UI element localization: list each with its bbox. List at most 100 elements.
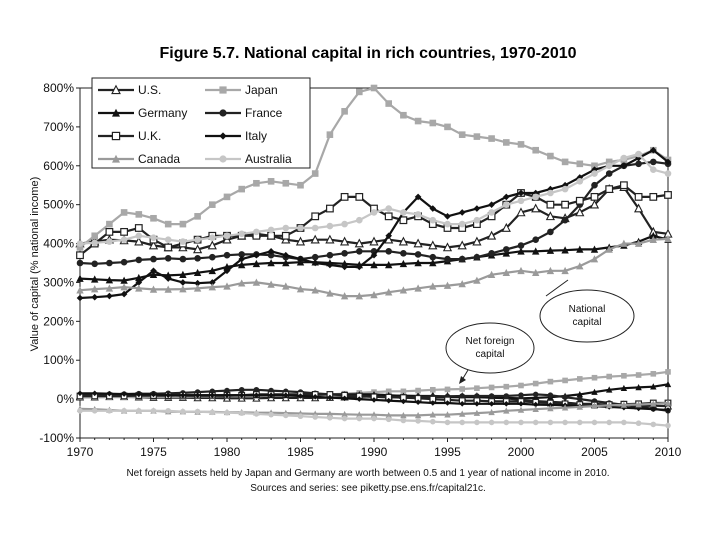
net-foreign-point-italy [415,399,421,406]
national-capital-point-u-s [398,236,409,246]
national-capital-point-australia [91,239,98,247]
national-capital-point-u-s [589,199,600,209]
net-foreign-point-canada [635,401,642,408]
national-capital-point-france [76,259,84,267]
net-foreign-point-italy [312,393,318,400]
national-capital-point-canada [517,266,525,275]
national-capital-point-germany [120,276,128,284]
net-foreign-point-italy [106,390,113,397]
national-capital-point-italy [76,294,84,302]
net-foreign-point-italy [547,402,554,408]
net-foreign-callout-arrowhead [459,376,466,384]
national-capital-point-u-k [664,191,672,199]
national-capital-point-u-k [399,216,408,225]
net-foreign-point-italy [430,400,436,406]
net-foreign-point-japan [591,374,598,381]
national-capital-point-australia [209,234,216,242]
national-capital-point-australia [370,209,378,216]
net-foreign-point-japan [503,383,510,390]
national-capital-point-italy [120,290,128,298]
national-capital-point-u-s [428,240,438,250]
annotations: National capital Net foreign capital [445,279,635,384]
national-capital-point-japan [179,220,187,228]
national-capital-point-u-k [355,192,364,201]
national-capital-point-u-s [369,236,379,246]
net-foreign-point-italy [238,392,245,399]
net-foreign-point-japan [577,376,583,382]
national-capital-point-australia [341,220,348,228]
net-foreign-point-australia [209,409,216,416]
net-foreign-point-australia [400,417,407,424]
national-capital-point-u-k [649,192,658,201]
national-capital-point-canada [634,239,643,247]
national-capital-point-france [488,249,495,257]
national-capital-point-japan [458,131,466,138]
net-foreign-point-australia [444,419,451,426]
national-capital-point-australia [650,166,657,173]
net-foreign-point-italy [283,392,289,399]
national-capital-point-japan [223,193,231,201]
national-capital-point-italy [473,205,481,212]
national-capital-point-canada [120,283,128,291]
national-capital-point-australia [150,234,157,242]
legend-box [91,77,311,169]
net-foreign-point-canada [429,411,436,418]
national-capital-point-japan [267,178,275,185]
net-foreign-point-japan [400,388,407,395]
net-foreign-point-france [532,391,539,398]
net-foreign-point-canada [414,412,422,419]
national-capital-callout-pointer [545,279,569,297]
national-capital-point-france [341,249,348,257]
national-capital-point-france [517,242,525,249]
national-capital-point-france [223,251,231,259]
national-capital-point-canada [193,284,202,292]
net-foreign-point-france [518,392,524,399]
national-capital-point-italy [209,279,216,286]
national-capital-point-u-s [531,203,541,213]
x-tick-label: 1975 [140,445,167,459]
legend-label-u-s: U.S. [138,83,161,97]
x-tick-label: 2005 [581,445,608,459]
national-capital-point-france [385,248,393,255]
net-foreign-point-canada [517,406,525,413]
national-capital-point-canada [649,235,657,243]
national-capital-point-germany [91,275,99,283]
net-foreign-point-italy [518,400,524,407]
net-foreign-point-italy [488,400,495,407]
net-foreign-point-canada [606,401,613,409]
net-foreign-point-australia [459,419,466,426]
national-capital-point-germany [282,259,290,267]
national-capital-point-france [194,255,201,262]
net-foreign-point-australia [650,421,657,428]
net-foreign-point-italy [150,391,157,398]
net-foreign-point-japan [430,386,436,393]
footnote-1: Net foreign assets held by Japan and Ger… [126,468,609,479]
national-capital-point-france [650,158,657,166]
national-capital-point-japan [547,152,554,160]
national-capital-point-italy [311,259,319,267]
national-capital-point-australia [238,230,245,238]
net-foreign-point-france [238,386,245,393]
national-capital-point-france [356,248,363,255]
legend: U.S. Japan Germany France U.K. Italy Canada Aus… [91,77,311,169]
national-capital-point-italy [370,251,378,259]
net-foreign-point-italy [459,400,465,407]
national-capital-point-u-s [575,207,585,217]
national-capital-point-canada [238,279,246,287]
net-foreign-point-australia [371,415,377,422]
national-capital-point-u-k [120,227,129,236]
net-foreign-point-canada [664,399,672,406]
national-capital-point-japan [135,211,143,218]
net-foreign-point-canada [473,409,481,416]
national-capital-point-germany [576,245,584,253]
national-capital-point-germany [149,270,158,278]
net-foreign-point-italy [385,397,392,404]
net-foreign-point-australia [562,419,568,426]
national-capital-point-germany [649,231,657,240]
net-foreign-point-australia [268,411,274,418]
national-capital-point-u-k [326,204,334,213]
net-foreign-point-australia [253,411,260,417]
national-capital-point-u-k [546,200,555,209]
national-capital-point-japan [561,158,569,166]
legend-swatch-marker-u-s [111,84,121,95]
